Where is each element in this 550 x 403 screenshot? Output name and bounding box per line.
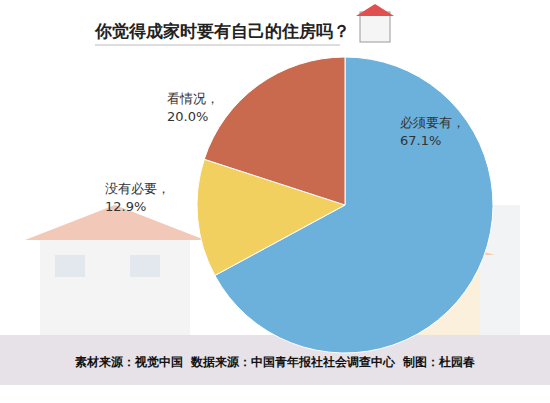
html-text:你觉得成家时要有自己的住房吗？: 你觉得成家时要有自己的住房吗？: [95, 21, 350, 41]
html-text:素材来源：视觉中国 数据来源：中国青年报社社会调查中心 制图: 素材来源：视觉中国 数据来源：中国青年报社社会调查中心 制图：杜园春: [74, 355, 476, 369]
svg-text:没有必要，12.9%: 没有必要，12.9%: [105, 181, 170, 214]
svg-text:必须要有，67.1%: 必须要有，67.1%: [400, 115, 465, 148]
svg-text:看情况，20.0%: 看情况，20.0%: [167, 91, 219, 124]
